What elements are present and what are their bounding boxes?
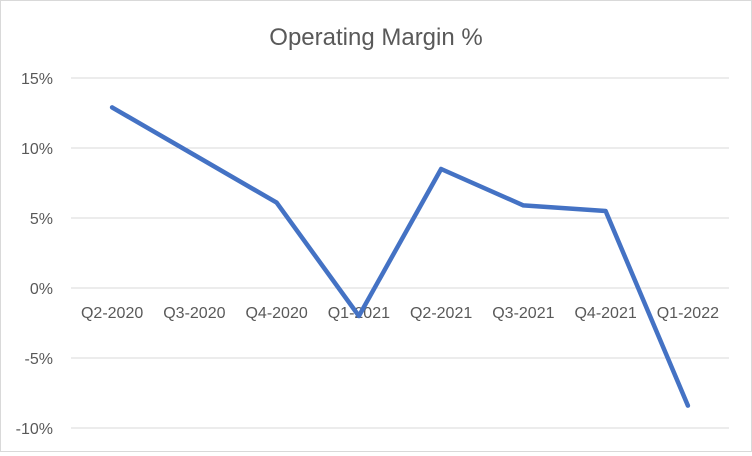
data-point: [192, 153, 197, 157]
data-point: [603, 209, 608, 213]
x-axis-ticks: Q2-2020 Q3-2020 Q4-2020 Q1-2021 Q2-2021 Q3-20…: [81, 305, 719, 322]
data-point: [439, 167, 444, 171]
data-point: [685, 403, 690, 408]
y-tick-label: -10%: [16, 421, 53, 438]
y-tick-label: -5%: [25, 351, 53, 368]
y-tick-label: 15%: [21, 71, 53, 88]
chart-title: Operating Margin %: [269, 24, 482, 51]
y-tick-label: 10%: [21, 141, 53, 158]
series-line: [109, 105, 691, 408]
data-point: [110, 105, 115, 110]
data-point: [274, 200, 279, 205]
y-tick-label: 5%: [30, 211, 53, 228]
series-layer: [109, 105, 691, 408]
data-point: [356, 314, 361, 318]
gridlines: [71, 77, 729, 429]
x-tick-label: Q3-2021: [492, 305, 554, 322]
x-tick-label: Q4-2020: [245, 305, 307, 322]
data-point: [521, 203, 526, 208]
x-tick-label: Q2-2021: [410, 305, 472, 322]
x-tick-label: Q2-2020: [81, 305, 143, 322]
x-tick-label: Q1-2022: [657, 305, 719, 322]
y-axis-ticks: 15% 10% 5% 0% -5% -10%: [16, 71, 53, 438]
y-tick-label: 0%: [30, 281, 53, 298]
x-tick-label: Q4-2021: [574, 305, 636, 322]
x-tick-label: Q3-2020: [163, 305, 225, 322]
